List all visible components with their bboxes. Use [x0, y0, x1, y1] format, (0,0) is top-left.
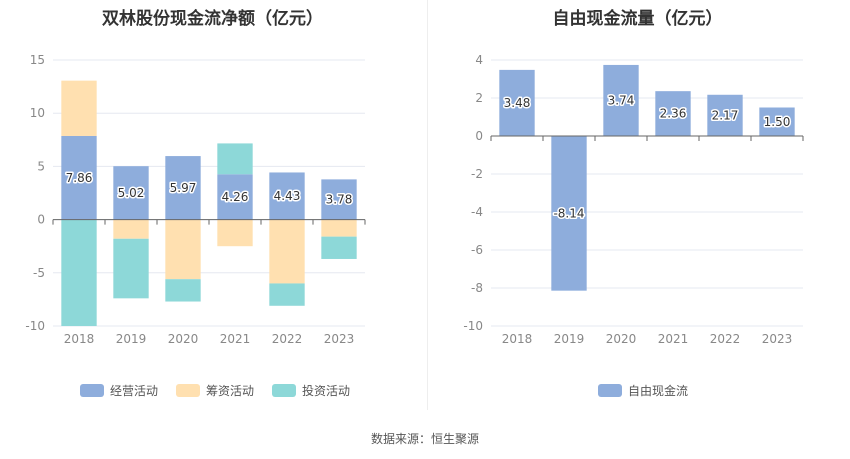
bar-筹资活动-2020[interactable]: [165, 219, 201, 280]
data-label: 2.17: [712, 108, 739, 122]
data-label: 4.43: [274, 189, 301, 203]
bar-投资活动-2023[interactable]: [321, 236, 357, 259]
data-source: 数据来源：恒生聚源: [370, 432, 479, 446]
y-tick-label: 4: [475, 53, 483, 67]
legend-label-free-cash-flow: 自由现金流: [628, 384, 689, 398]
x-tick-label: 2019: [554, 332, 585, 346]
x-tick-label: 2023: [762, 332, 793, 346]
legend-swatch-investing: [272, 384, 297, 397]
bar-经营活动-2023[interactable]: [321, 179, 357, 220]
x-tick-label: 2020: [168, 332, 199, 346]
legend-label-financing: 筹资活动: [206, 384, 255, 398]
legend-item-financing[interactable]: 筹资活动: [176, 382, 254, 399]
bar-自由现金流-2022[interactable]: [707, 94, 743, 136]
legend-swatch-financing: [176, 384, 201, 397]
bar-经营活动-2019[interactable]: [113, 166, 149, 220]
y-tick-label: -6: [471, 243, 483, 257]
x-tick-label: 2023: [324, 332, 355, 346]
legend-swatch-free-cash-flow: [598, 384, 622, 397]
y-tick-label: -10: [25, 319, 45, 333]
x-tick-label: 2021: [220, 332, 251, 346]
bar-经营活动-2022[interactable]: [269, 172, 305, 220]
x-tick-label: 2020: [606, 332, 637, 346]
bar-投资活动-2018[interactable]: [61, 219, 97, 326]
bar-筹资活动-2021[interactable]: [217, 219, 253, 247]
bar-筹资活动-2019[interactable]: [113, 219, 149, 239]
y-tick-label: 2: [475, 91, 483, 105]
data-label: 3.74: [608, 93, 635, 107]
bar-投资活动-2021[interactable]: [217, 143, 253, 175]
left-legend: 经营活动 筹资活动 投资活动: [80, 382, 368, 399]
bar-自由现金流-2021[interactable]: [655, 91, 691, 136]
data-label: 7.86: [66, 171, 93, 185]
legend-label-investing: 投资活动: [302, 384, 351, 398]
legend-item-investing[interactable]: 投资活动: [272, 382, 350, 399]
y-tick-label: -10: [463, 319, 483, 333]
data-label: 5.02: [118, 186, 145, 200]
data-label: -8.14: [553, 206, 584, 220]
data-label: 3.78: [326, 192, 353, 206]
legend-label-operating: 经营活动: [110, 384, 159, 398]
right-chart-title: 自由现金流量（亿元）: [552, 9, 723, 29]
chart-divider: [427, 0, 428, 410]
bar-投资活动-2019[interactable]: [113, 238, 149, 299]
data-label: 2.36: [660, 107, 687, 121]
x-tick-label: 2018: [64, 332, 95, 346]
bar-经营活动-2021[interactable]: [217, 174, 253, 220]
x-tick-label: 2018: [502, 332, 533, 346]
cash-flow-chart: -10 -5 0 5 10 15 2018 2019 2020 2021 2022 2023 7.86 5…: [25, 53, 366, 346]
bar-自由现金流-2019[interactable]: [551, 136, 587, 291]
data-label: 4.26: [222, 190, 249, 204]
free-cash-flow-chart: -10 -8 -6 -4 -2 0 2 4 2018 2019 2020 2021 2022 2023 3.…: [463, 53, 804, 346]
y-tick-label: 5: [37, 159, 45, 173]
x-tick-label: 2022: [272, 332, 303, 346]
y-tick-label: -8: [471, 281, 483, 295]
left-chart-title: 双林股份现金流净额（亿元）: [102, 9, 323, 29]
y-tick-label: -2: [471, 167, 483, 181]
legend-item-operating[interactable]: 经营活动: [80, 382, 158, 399]
bar-筹资活动-2018[interactable]: [61, 80, 97, 136]
y-tick-label: 10: [30, 106, 45, 120]
y-tick-label: -5: [33, 266, 45, 280]
y-tick-label: 15: [30, 53, 45, 67]
right-legend: 自由现金流: [598, 382, 706, 399]
bar-自由现金流-2018[interactable]: [499, 69, 535, 136]
data-label: 5.97: [170, 181, 197, 195]
data-label: 3.48: [504, 96, 531, 110]
bar-筹资活动-2023[interactable]: [321, 219, 357, 237]
bar-自由现金流-2020[interactable]: [603, 64, 639, 136]
y-tick-label: 0: [37, 213, 45, 227]
y-tick-label: 0: [475, 129, 483, 143]
bar-投资活动-2020[interactable]: [165, 279, 201, 302]
bar-自由现金流-2023[interactable]: [759, 107, 795, 137]
bar-经营活动-2018[interactable]: [61, 135, 97, 220]
bar-筹资活动-2022[interactable]: [269, 219, 305, 284]
x-tick-label: 2022: [710, 332, 741, 346]
x-tick-label: 2021: [658, 332, 689, 346]
y-tick-label: -4: [471, 205, 483, 219]
legend-item-free-cash-flow[interactable]: 自由现金流: [598, 382, 688, 399]
bar-经营活动-2020[interactable]: [165, 156, 201, 220]
data-label: 1.50: [764, 115, 791, 129]
bar-投资活动-2022[interactable]: [269, 283, 305, 306]
legend-swatch-operating: [80, 384, 104, 397]
x-tick-label: 2019: [116, 332, 147, 346]
